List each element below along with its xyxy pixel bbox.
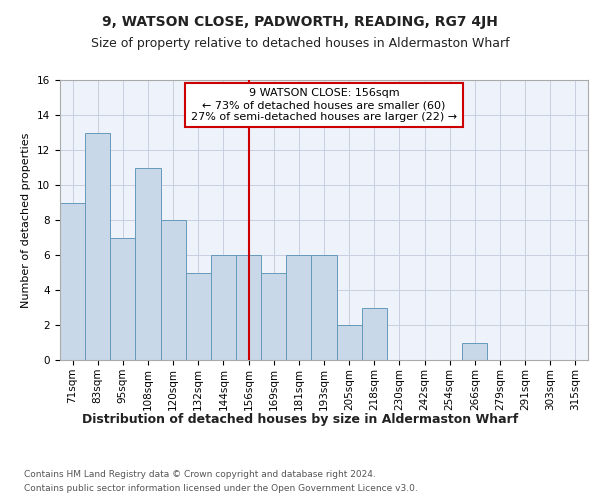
Bar: [311, 255, 337, 360]
Text: Size of property relative to detached houses in Aldermaston Wharf: Size of property relative to detached ho…: [91, 38, 509, 51]
Bar: [261, 272, 286, 360]
Bar: [337, 325, 362, 360]
Bar: [136, 168, 161, 360]
Bar: [60, 202, 85, 360]
Bar: [161, 220, 186, 360]
Text: Contains public sector information licensed under the Open Government Licence v3: Contains public sector information licen…: [24, 484, 418, 493]
Y-axis label: Number of detached properties: Number of detached properties: [22, 132, 31, 308]
Bar: [186, 272, 211, 360]
Bar: [236, 255, 261, 360]
Bar: [286, 255, 311, 360]
Text: 9 WATSON CLOSE: 156sqm
← 73% of detached houses are smaller (60)
27% of semi-det: 9 WATSON CLOSE: 156sqm ← 73% of detached…: [191, 88, 457, 122]
Bar: [362, 308, 387, 360]
Bar: [462, 342, 487, 360]
Text: 9, WATSON CLOSE, PADWORTH, READING, RG7 4JH: 9, WATSON CLOSE, PADWORTH, READING, RG7 …: [102, 15, 498, 29]
Text: Contains HM Land Registry data © Crown copyright and database right 2024.: Contains HM Land Registry data © Crown c…: [24, 470, 376, 479]
Text: Distribution of detached houses by size in Aldermaston Wharf: Distribution of detached houses by size …: [82, 412, 518, 426]
Bar: [85, 132, 110, 360]
Bar: [211, 255, 236, 360]
Bar: [110, 238, 136, 360]
